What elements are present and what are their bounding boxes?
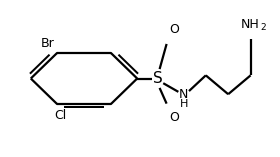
Text: S: S [153, 71, 163, 86]
Text: O: O [169, 111, 179, 125]
Text: Br: Br [41, 37, 55, 49]
Text: O: O [169, 23, 179, 36]
Text: H: H [180, 99, 188, 109]
Text: 2: 2 [261, 23, 266, 32]
Text: NH: NH [241, 18, 260, 31]
Text: N: N [179, 88, 188, 101]
Text: Cl: Cl [54, 109, 66, 122]
